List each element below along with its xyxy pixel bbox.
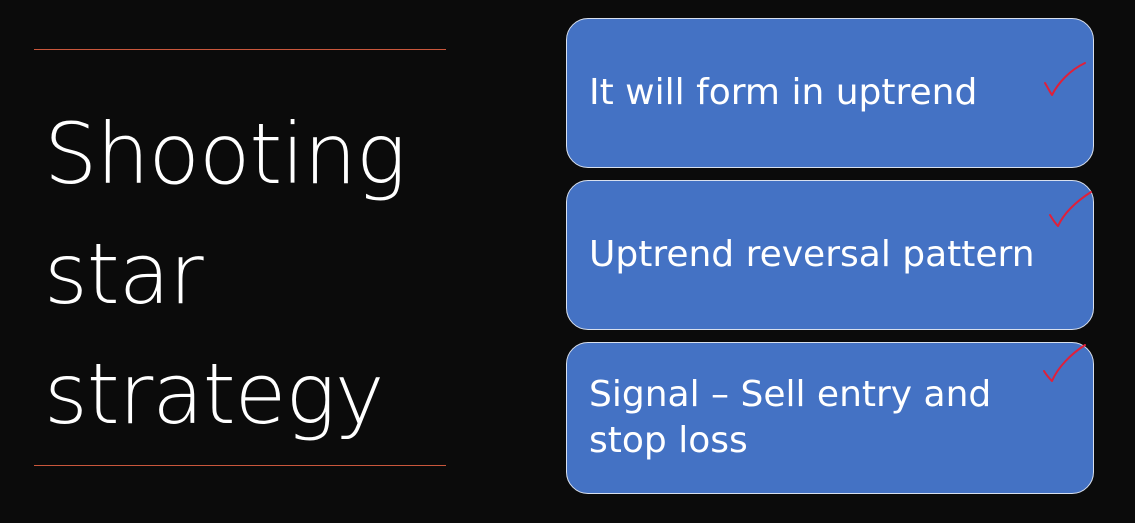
- slide-title: Shooting star strategy: [44, 94, 464, 454]
- bullet-card-2: Uptrend reversal pattern: [566, 180, 1094, 330]
- slide-title-line-3: strategy: [44, 345, 384, 443]
- bullet-card-3: Signal – Sell entry and stop loss: [566, 342, 1094, 494]
- slide-title-line-1: Shooting: [44, 105, 406, 203]
- bullet-card-1: It will form in uptrend: [566, 18, 1094, 168]
- bullet-card-2-text: Uptrend reversal pattern: [589, 234, 1035, 275]
- bullet-card-1-text: It will form in uptrend: [589, 72, 978, 113]
- bottom-divider-line: [34, 465, 446, 466]
- red-checkmark-icon: [1044, 62, 1086, 96]
- bullet-card-3-text: Signal – Sell entry and stop loss: [589, 374, 992, 461]
- top-divider-line: [34, 49, 446, 50]
- bullet-card-list: It will form in uptrend Uptrend reversal…: [566, 18, 1094, 494]
- slide-title-line-2: star: [44, 225, 204, 323]
- red-checkmark-icon: [1049, 191, 1092, 227]
